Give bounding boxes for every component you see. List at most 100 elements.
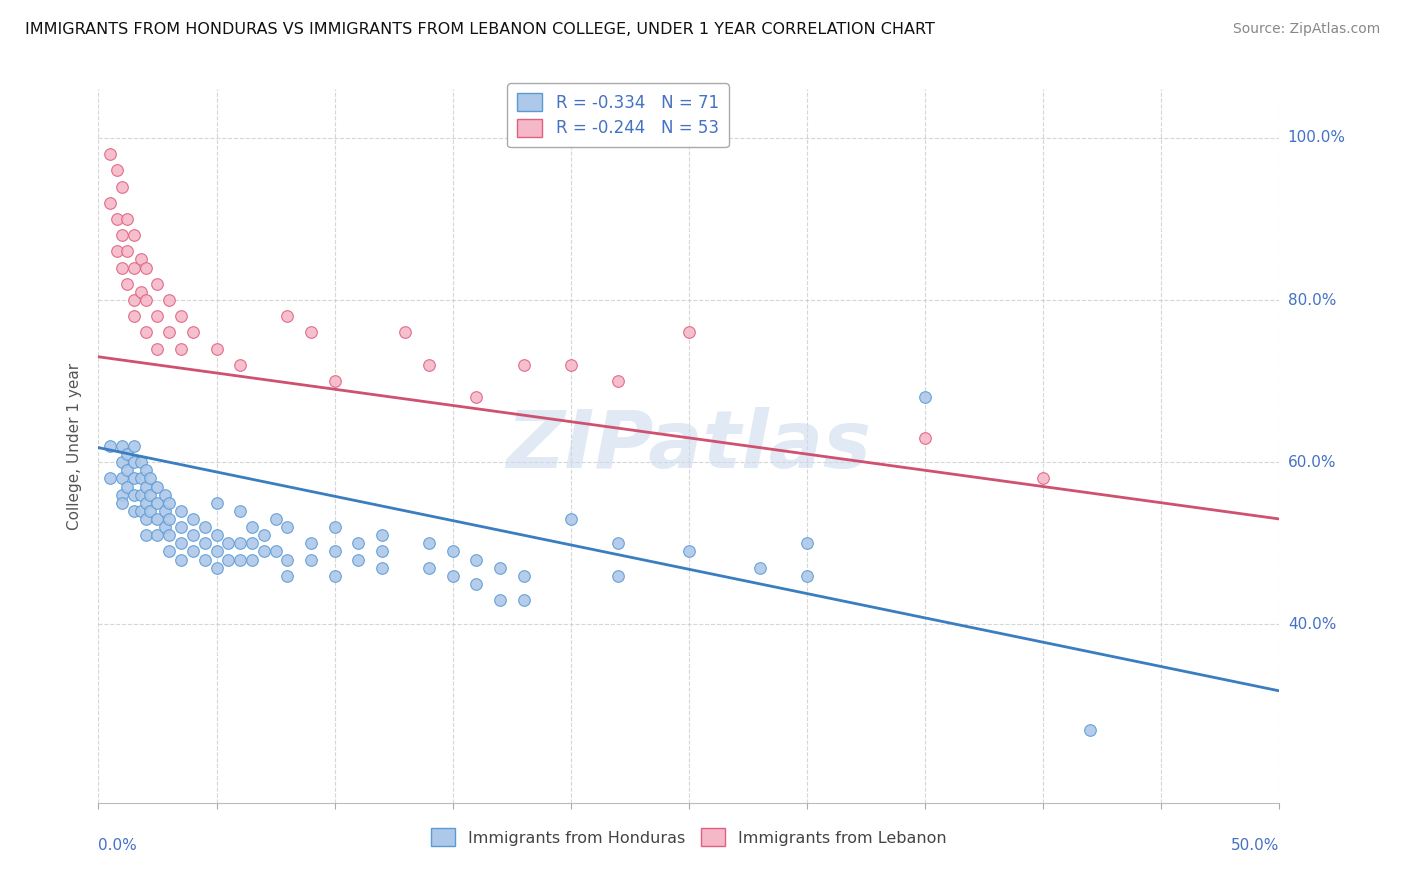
Point [129, 471, 152, 485]
Point [146, 342, 169, 356]
Point [139, 504, 162, 518]
Point [276, 552, 298, 566]
Point [323, 568, 346, 582]
Point [135, 479, 157, 493]
Point [914, 431, 936, 445]
Point [748, 560, 770, 574]
Point [194, 520, 217, 534]
Point [146, 310, 169, 324]
Point [441, 544, 464, 558]
Point [371, 544, 394, 558]
Point [129, 504, 152, 518]
Point [253, 544, 276, 558]
Point [678, 544, 700, 558]
Point [115, 277, 138, 291]
Point [98, 147, 121, 161]
Point [122, 293, 145, 307]
Point [1080, 723, 1102, 737]
Point [323, 374, 346, 388]
Point [170, 504, 193, 518]
Text: 60.0%: 60.0% [1288, 455, 1336, 470]
Point [229, 552, 252, 566]
Point [1032, 471, 1054, 485]
Point [111, 260, 134, 275]
Point [105, 163, 128, 178]
Point [170, 552, 193, 566]
Point [122, 310, 145, 324]
Point [105, 244, 128, 259]
Point [276, 520, 298, 534]
Point [560, 512, 582, 526]
Point [347, 552, 370, 566]
Point [170, 310, 193, 324]
Point [146, 528, 169, 542]
Point [146, 277, 169, 291]
Point [323, 544, 346, 558]
Point [205, 342, 228, 356]
Point [170, 536, 193, 550]
Point [135, 260, 157, 275]
Point [122, 488, 145, 502]
Point [115, 211, 138, 226]
Point [489, 560, 512, 574]
Point [229, 504, 252, 518]
Point [512, 568, 534, 582]
Point [146, 479, 169, 493]
Point [129, 252, 152, 267]
Point [146, 496, 169, 510]
Point [153, 520, 176, 534]
Legend: Immigrants from Honduras, Immigrants from Lebanon: Immigrants from Honduras, Immigrants fro… [422, 819, 956, 855]
Point [299, 552, 322, 566]
Y-axis label: College, Under 1 year: College, Under 1 year [67, 362, 83, 530]
Point [678, 326, 700, 340]
Point [465, 390, 488, 404]
Point [105, 211, 128, 226]
Point [135, 496, 157, 510]
Point [217, 552, 239, 566]
Point [205, 496, 228, 510]
Point [512, 593, 534, 607]
Point [205, 560, 228, 574]
Point [194, 552, 217, 566]
Point [264, 512, 287, 526]
Text: 100.0%: 100.0% [1288, 130, 1346, 145]
Point [181, 326, 204, 340]
Point [135, 528, 157, 542]
Point [135, 463, 157, 477]
Point [129, 488, 152, 502]
Text: 40.0%: 40.0% [1288, 617, 1336, 632]
Point [371, 560, 394, 574]
Point [323, 520, 346, 534]
Text: Source: ZipAtlas.com: Source: ZipAtlas.com [1233, 22, 1381, 37]
Point [371, 528, 394, 542]
Point [129, 285, 152, 299]
Point [796, 536, 818, 550]
Point [139, 488, 162, 502]
Point [170, 520, 193, 534]
Point [441, 568, 464, 582]
Point [111, 496, 134, 510]
Text: 50.0%: 50.0% [1232, 838, 1279, 854]
Point [194, 536, 217, 550]
Point [205, 544, 228, 558]
Point [122, 504, 145, 518]
Point [135, 293, 157, 307]
Point [347, 536, 370, 550]
Text: 0.0%: 0.0% [98, 838, 138, 854]
Point [914, 390, 936, 404]
Point [122, 439, 145, 453]
Point [607, 374, 630, 388]
Point [122, 455, 145, 469]
Point [796, 568, 818, 582]
Point [418, 536, 440, 550]
Point [299, 536, 322, 550]
Point [98, 439, 121, 453]
Point [122, 228, 145, 243]
Point [135, 326, 157, 340]
Text: IMMIGRANTS FROM HONDURAS VS IMMIGRANTS FROM LEBANON COLLEGE, UNDER 1 YEAR CORREL: IMMIGRANTS FROM HONDURAS VS IMMIGRANTS F… [25, 22, 935, 37]
Point [253, 528, 276, 542]
Point [394, 326, 416, 340]
Point [153, 488, 176, 502]
Point [111, 488, 134, 502]
Point [135, 512, 157, 526]
